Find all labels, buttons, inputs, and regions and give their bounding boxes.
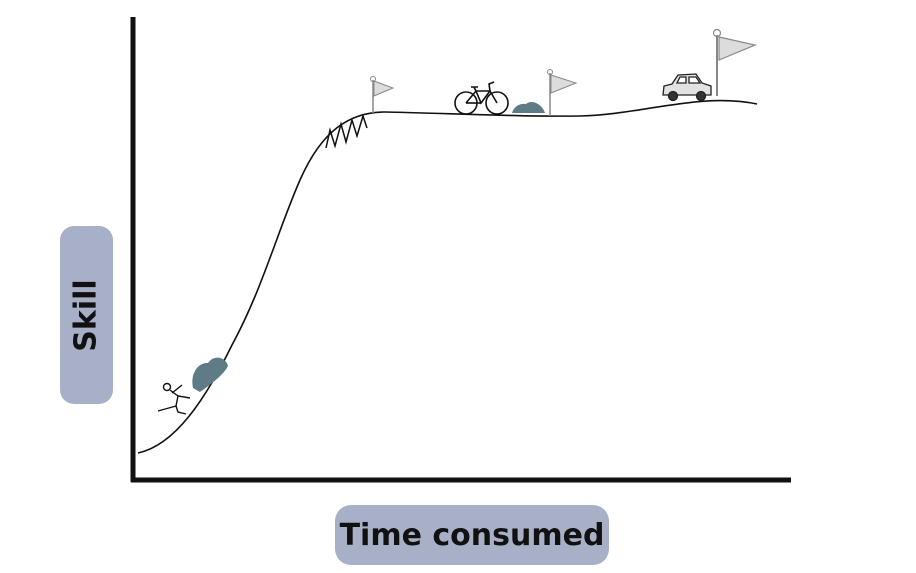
flag-icon xyxy=(712,28,757,96)
flag-icon xyxy=(370,76,395,113)
learning-curve xyxy=(137,99,758,454)
bush-icon xyxy=(512,102,545,113)
x-axis-label: Time consumed xyxy=(335,505,609,565)
stick-figure-icon xyxy=(157,382,191,415)
spring-icon xyxy=(325,113,368,149)
car-icon xyxy=(662,73,712,102)
bicycle-icon xyxy=(454,81,509,115)
flag-icon xyxy=(547,69,578,116)
x-axis-label-text: Time consumed xyxy=(339,517,605,553)
bush-icon xyxy=(192,357,228,392)
y-axis-label: Skill xyxy=(60,226,113,404)
y-axis-label-text: Skill xyxy=(69,278,105,352)
